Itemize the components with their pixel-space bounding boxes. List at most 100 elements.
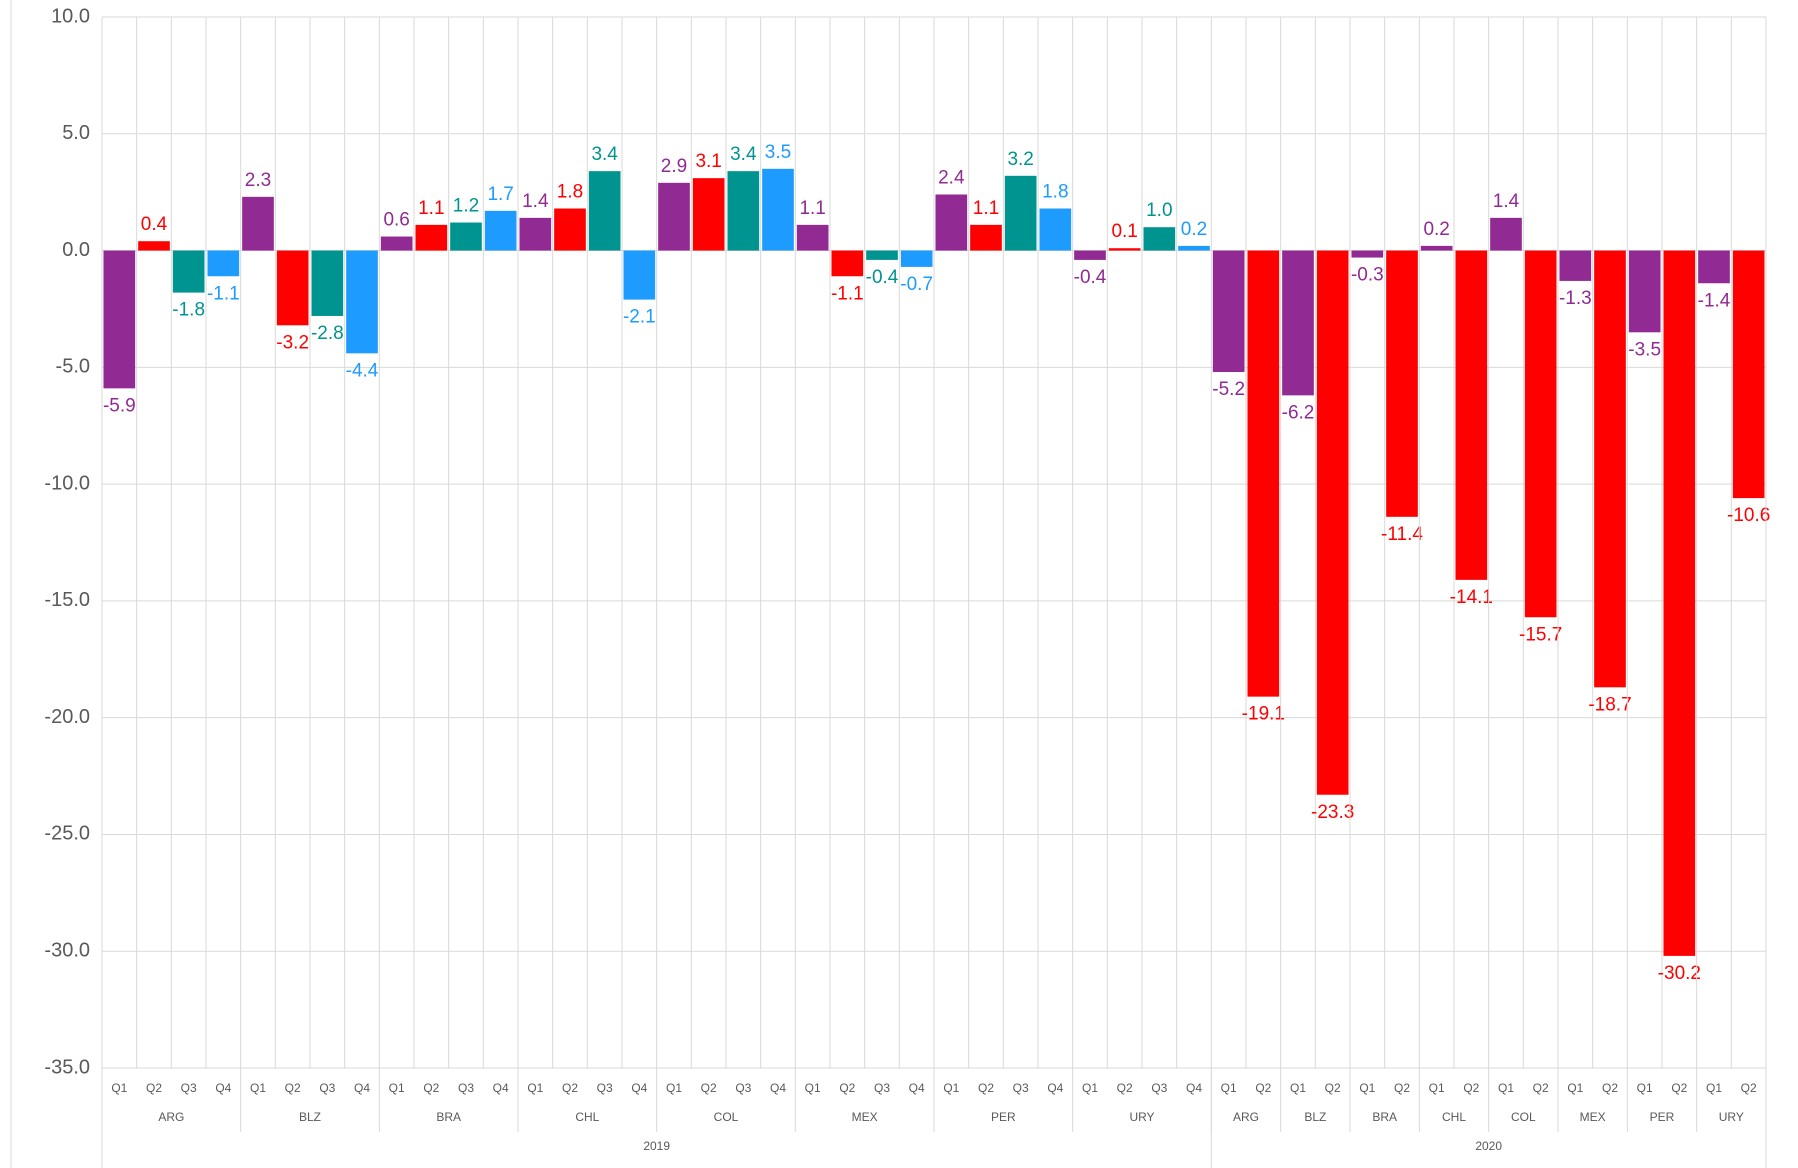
country-label: BRA: [1372, 1110, 1397, 1124]
data-label: -5.2: [1212, 379, 1245, 400]
bar: [1282, 250, 1314, 396]
data-label: 1.1: [799, 198, 825, 219]
bar: [762, 168, 794, 251]
quarter-label: Q1: [250, 1081, 266, 1095]
quarter-label: Q3: [458, 1081, 474, 1095]
data-label: 3.4: [730, 144, 757, 165]
quarter-label: Q1: [1359, 1081, 1375, 1095]
data-label: 1.8: [557, 182, 583, 203]
bar: [970, 224, 1002, 251]
data-label: -0.7: [900, 274, 933, 295]
data-label: -0.4: [1074, 267, 1107, 288]
data-label: -23.3: [1311, 802, 1354, 823]
quarter-label: Q1: [1221, 1081, 1237, 1095]
data-label: -5.9: [103, 395, 136, 416]
data-label: 0.1: [1111, 221, 1137, 242]
bar: [692, 178, 725, 251]
data-label: 3.4: [591, 144, 618, 165]
data-label: -2.1: [623, 307, 656, 328]
data-label: -1.3: [1559, 288, 1592, 309]
country-label: CHL: [1442, 1110, 1466, 1124]
data-label: -1.4: [1698, 290, 1731, 311]
quarter-label: Q2: [285, 1081, 301, 1095]
bar: [1698, 250, 1730, 284]
data-label: 1.0: [1146, 200, 1172, 221]
data-label: 0.4: [141, 214, 168, 235]
bar: [1420, 245, 1453, 251]
country-label: PER: [991, 1110, 1016, 1124]
data-label: 1.2: [453, 196, 479, 217]
bar: [242, 196, 274, 251]
y-tick-label: 10.0: [51, 5, 90, 27]
country-label: CHL: [575, 1110, 599, 1124]
country-label: BRA: [436, 1110, 461, 1124]
quarter-label: Q1: [1498, 1081, 1514, 1095]
quarter-label: Q4: [770, 1081, 786, 1095]
bar: [1490, 217, 1522, 251]
y-tick-label: -30.0: [44, 940, 90, 962]
bar: [415, 224, 448, 251]
country-label: PER: [1650, 1110, 1675, 1124]
data-label: -19.1: [1242, 704, 1285, 725]
data-label: 2.9: [661, 156, 687, 177]
quarter-label: Q2: [1255, 1081, 1271, 1095]
quarter-label: Q1: [666, 1081, 682, 1095]
data-label: 0.2: [1181, 219, 1207, 240]
data-label: 3.2: [1007, 149, 1033, 170]
quarter-label: Q4: [631, 1081, 647, 1095]
quarter-label: Q1: [1567, 1081, 1583, 1095]
country-label: BLZ: [299, 1110, 321, 1124]
bar: [311, 250, 344, 316]
quarter-label: Q1: [1706, 1081, 1722, 1095]
bar: [1663, 250, 1696, 956]
data-label: 0.2: [1423, 219, 1449, 240]
quarter-label: Q2: [1117, 1081, 1133, 1095]
data-label: 1.4: [522, 191, 549, 212]
quarter-label: Q1: [389, 1081, 405, 1095]
quarter-label: Q1: [1082, 1081, 1098, 1095]
bar: [1004, 175, 1037, 251]
quarter-label: Q3: [181, 1081, 197, 1095]
quarter-label: Q4: [354, 1081, 370, 1095]
quarter-label: Q2: [1394, 1081, 1410, 1095]
bar: [658, 182, 690, 251]
data-label: -1.1: [831, 283, 864, 304]
country-label: URY: [1719, 1110, 1744, 1124]
data-label: 0.6: [383, 210, 409, 231]
bar: [172, 250, 205, 293]
data-label: -11.4: [1381, 524, 1423, 545]
y-tick-label: -15.0: [44, 589, 90, 611]
bar: [346, 250, 378, 354]
year-label: 2020: [1475, 1139, 1502, 1153]
quarter-label: Q2: [562, 1081, 578, 1095]
quarter-label: Q2: [839, 1081, 855, 1095]
quarter-label: Q4: [1186, 1081, 1202, 1095]
bar: [1074, 250, 1106, 260]
bar: [831, 250, 864, 277]
quarter-label: Q2: [701, 1081, 717, 1095]
bar: [138, 241, 170, 251]
bar: [1594, 250, 1626, 688]
y-tick-label: 0.0: [62, 239, 90, 261]
quarter-label: Q2: [1533, 1081, 1549, 1095]
quarter-label: Q2: [1602, 1081, 1618, 1095]
bar: [1039, 208, 1072, 251]
quarter-label: Q1: [1429, 1081, 1445, 1095]
bar: [1212, 250, 1245, 373]
bar: [207, 250, 240, 277]
data-label: -1.1: [207, 283, 240, 304]
bar: [1316, 250, 1349, 795]
quarter-label: Q3: [319, 1081, 335, 1095]
y-tick-label: -35.0: [44, 1056, 90, 1078]
data-label: -2.8: [311, 323, 344, 344]
bar: [1386, 250, 1418, 517]
data-label: -30.2: [1658, 963, 1701, 984]
country-label: MEX: [1580, 1110, 1606, 1124]
quarter-label: Q3: [597, 1081, 613, 1095]
quarter-label: Q4: [215, 1081, 231, 1095]
country-label: COL: [1511, 1110, 1536, 1124]
data-label: -3.5: [1628, 339, 1661, 360]
y-tick-label: 5.0: [62, 122, 90, 144]
bar: [519, 217, 552, 251]
bar: [450, 222, 482, 251]
